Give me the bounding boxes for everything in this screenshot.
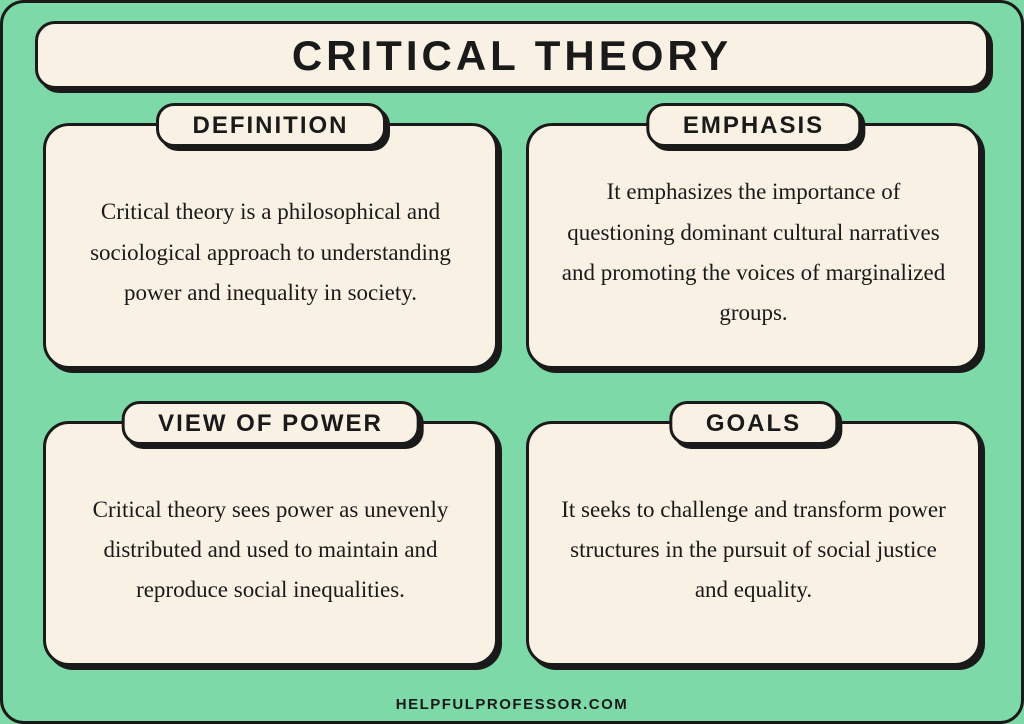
card-emphasis: EMPHASIS It emphasizes the importance of… [526, 103, 981, 389]
card-body-text: Critical theory sees power as unevenly d… [72, 490, 469, 611]
card-label-text: GOALS [706, 410, 801, 437]
card-body-view-of-power: Critical theory sees power as unevenly d… [43, 421, 498, 667]
page-title-box: CRITICAL THEORY [35, 21, 989, 89]
card-body-text: It seeks to challenge and transform powe… [555, 490, 952, 611]
card-label-text: DEFINITION [193, 112, 349, 139]
cards-grid: DEFINITION Critical theory is a philosop… [27, 103, 997, 686]
card-label-goals: GOALS [669, 401, 838, 445]
card-label-definition: DEFINITION [156, 103, 386, 147]
card-body-emphasis: It emphasizes the importance of question… [526, 123, 981, 369]
card-label-text: EMPHASIS [683, 112, 824, 139]
card-label-emphasis: EMPHASIS [646, 103, 861, 147]
card-label-view-of-power: VIEW OF POWER [121, 401, 420, 445]
card-definition: DEFINITION Critical theory is a philosop… [43, 103, 498, 389]
card-view-of-power: VIEW OF POWER Critical theory sees power… [43, 401, 498, 687]
card-body-text: It emphasizes the importance of question… [555, 172, 952, 333]
card-label-text: VIEW OF POWER [158, 410, 383, 437]
card-body-definition: Critical theory is a philosophical and s… [43, 123, 498, 369]
card-body-goals: It seeks to challenge and transform powe… [526, 421, 981, 667]
card-goals: GOALS It seeks to challenge and transfor… [526, 401, 981, 687]
card-body-text: Critical theory is a philosophical and s… [72, 192, 469, 313]
page-title: CRITICAL THEORY [38, 32, 986, 80]
footer-attribution: HELPFULPROFESSOR.COM [27, 686, 997, 713]
